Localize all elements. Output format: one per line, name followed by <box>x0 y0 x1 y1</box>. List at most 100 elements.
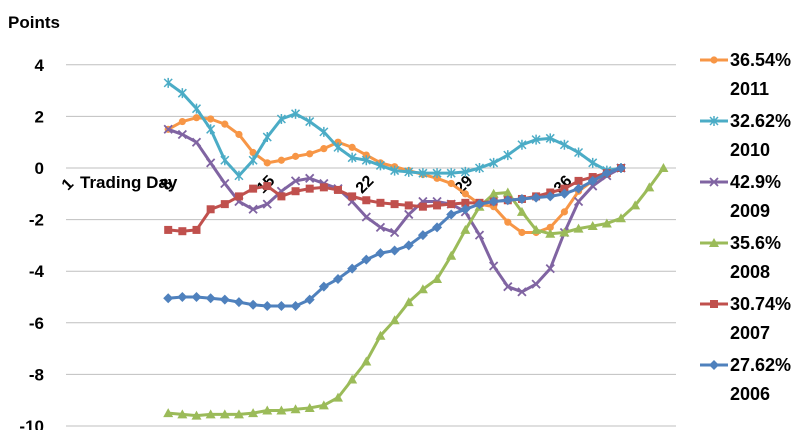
data-point <box>545 133 555 144</box>
data-point <box>390 200 399 209</box>
data-point <box>404 201 413 210</box>
data-point <box>404 209 414 220</box>
data-point <box>319 183 328 192</box>
data-point <box>389 245 400 256</box>
data-point <box>348 143 356 151</box>
series-line-s2009 <box>167 127 622 294</box>
data-point <box>375 222 386 232</box>
legend-label: 36.54% <box>730 50 791 70</box>
data-point <box>488 196 499 207</box>
legend: 36.54% 2011 32.62% 2010 42.9% 2009 35.6% 2008 30… <box>700 50 791 404</box>
data-point <box>262 405 273 415</box>
series-lines <box>163 77 669 420</box>
data-point <box>348 192 357 201</box>
y-tick-label: 0 <box>35 159 44 178</box>
data-point <box>291 152 300 160</box>
data-point <box>262 199 272 209</box>
data-point <box>263 182 272 191</box>
data-point <box>418 202 427 211</box>
legend-label: 42.9% <box>730 172 781 192</box>
data-point <box>545 191 556 202</box>
data-point <box>192 114 201 122</box>
data-point <box>221 120 229 128</box>
data-point <box>177 88 187 99</box>
data-point <box>334 185 342 194</box>
data-point <box>276 301 287 312</box>
data-point <box>235 130 243 139</box>
data-point <box>545 263 555 274</box>
data-point <box>219 294 230 305</box>
data-point <box>305 173 315 183</box>
y-axis-title: Points <box>8 13 60 32</box>
data-point <box>305 184 314 193</box>
legend-year: 2010 <box>730 140 770 160</box>
data-point <box>375 330 386 340</box>
data-point <box>502 187 513 197</box>
data-point <box>276 113 286 124</box>
data-point <box>709 116 719 126</box>
y-tick-label: -2 <box>29 211 44 230</box>
data-point <box>460 224 471 234</box>
data-point <box>417 284 428 294</box>
data-point <box>290 176 301 186</box>
data-point <box>361 212 371 222</box>
data-point <box>347 263 358 274</box>
data-point <box>546 223 554 231</box>
data-point <box>318 281 329 292</box>
data-point <box>461 198 470 207</box>
data-point <box>488 188 499 198</box>
data-point <box>658 163 669 172</box>
data-point <box>517 139 527 150</box>
data-point <box>503 282 513 292</box>
data-point <box>709 238 719 247</box>
data-point <box>191 410 202 420</box>
legend-label: 27.62% <box>730 355 791 375</box>
data-point <box>248 408 259 418</box>
y-tick-label: 4 <box>35 56 45 75</box>
data-point <box>206 124 216 135</box>
data-point <box>191 103 202 114</box>
data-point <box>417 230 428 241</box>
series-s2009 <box>163 124 626 297</box>
data-point <box>220 200 229 209</box>
data-point <box>177 292 188 302</box>
data-point <box>290 301 301 312</box>
y-tick-label: -8 <box>29 365 44 384</box>
data-point <box>601 168 612 179</box>
data-point <box>362 196 371 205</box>
data-point <box>574 147 584 158</box>
y-tick-label: -10 <box>19 417 44 430</box>
data-point <box>573 196 584 207</box>
y-axis-ticks: 4 2 0 -2 -4 -6 -8 -10 <box>19 56 44 430</box>
x-tick-label: 22 <box>353 172 378 197</box>
data-point <box>333 142 343 153</box>
data-point <box>531 279 541 289</box>
data-point <box>191 292 202 302</box>
y-tick-label: -6 <box>29 314 44 333</box>
series-s2008 <box>163 163 669 420</box>
data-point <box>461 190 469 198</box>
data-point <box>361 155 371 166</box>
data-point <box>560 208 569 216</box>
data-point <box>163 408 174 418</box>
data-point <box>447 200 456 209</box>
data-point <box>460 204 471 215</box>
data-point <box>177 129 187 140</box>
data-point <box>710 300 718 308</box>
data-point <box>447 179 455 188</box>
data-point <box>333 392 343 402</box>
data-point <box>220 178 230 189</box>
data-point <box>531 134 541 145</box>
data-point <box>347 374 358 384</box>
y-tick-label: -4 <box>29 262 45 281</box>
legend-item-s2009: 42.9% 2009 <box>700 172 781 221</box>
data-point <box>263 159 271 167</box>
data-point <box>220 155 230 166</box>
data-point <box>262 301 273 312</box>
data-point <box>474 230 485 240</box>
data-point <box>559 139 569 150</box>
legend-year: 2006 <box>730 384 770 404</box>
legend-item-s2010: 32.62% 2010 <box>700 111 791 160</box>
data-point <box>559 227 570 237</box>
legend-year: 2009 <box>730 201 770 221</box>
